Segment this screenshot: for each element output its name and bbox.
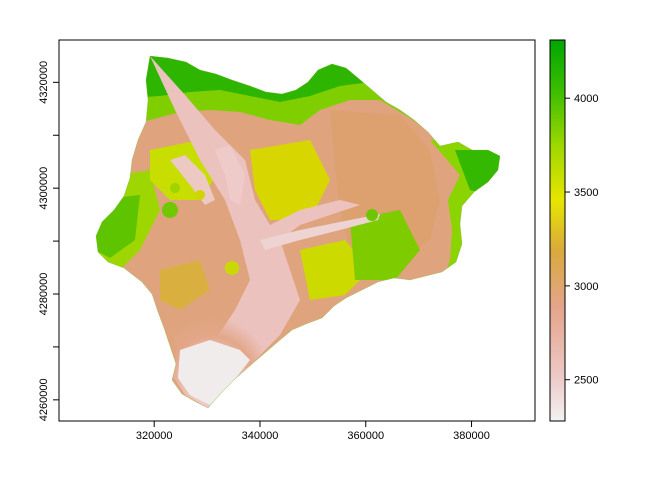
x-tick-label: 380000 bbox=[453, 430, 490, 442]
x-axis: 320000 340000 360000 380000 bbox=[136, 421, 490, 442]
legend-tick-label: 4000 bbox=[574, 93, 598, 105]
y-tick-label: 4320000 bbox=[38, 61, 50, 104]
x-tick-label: 340000 bbox=[242, 430, 279, 442]
x-tick-label: 360000 bbox=[347, 430, 384, 442]
y-tick-label: 4300000 bbox=[38, 167, 50, 210]
legend-tick-label: 3500 bbox=[574, 187, 598, 199]
x-tick-label: 320000 bbox=[136, 430, 173, 442]
colorbar-fill bbox=[550, 40, 565, 421]
plot-frame bbox=[58, 39, 536, 422]
elevation-raster bbox=[96, 56, 500, 408]
y-axis: 4260000 4280000 4300000 4320000 bbox=[38, 61, 59, 421]
y-tick-label: 4260000 bbox=[38, 378, 50, 421]
colorbar-frame bbox=[549, 39, 566, 422]
legend-tick-label: 2500 bbox=[574, 375, 598, 387]
legend-colorbar: 2500 3000 3500 4000 bbox=[549, 39, 598, 422]
legend-tick-label: 3000 bbox=[574, 281, 598, 293]
y-tick-label: 4280000 bbox=[38, 273, 50, 316]
legend-ticks: 2500 3000 3500 4000 bbox=[565, 93, 598, 387]
